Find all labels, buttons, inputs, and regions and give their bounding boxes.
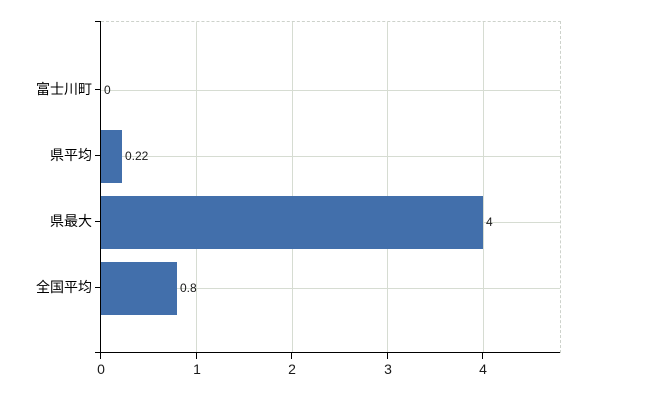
bar-value-label: 0.8: [180, 281, 197, 295]
x-gridline: [482, 22, 484, 353]
bar: [101, 129, 122, 183]
bar-value-label: 4: [486, 215, 493, 229]
x-tick-label: 0: [97, 361, 105, 377]
x-gridline: [196, 22, 197, 353]
x-tick-label: 1: [193, 361, 201, 377]
y-gridline: [101, 155, 560, 157]
y-axis-tick: [95, 155, 101, 156]
x-gridline: [387, 22, 388, 353]
y-axis-tick: [95, 287, 101, 288]
bar: [101, 261, 177, 315]
y-gridline: [101, 89, 560, 91]
y-axis-tick: [95, 21, 101, 22]
plot-area: 0 0.22 4 0.8: [101, 21, 561, 353]
x-axis-tick: [482, 353, 483, 359]
y-gridline: [101, 287, 560, 289]
bar: [101, 195, 483, 249]
y-axis-tick: [95, 221, 101, 222]
y-axis-line: [100, 21, 101, 353]
x-gridline: [291, 22, 293, 353]
x-axis-tick: [291, 353, 292, 359]
x-tick-label: 4: [479, 361, 487, 377]
x-axis-line: [95, 352, 560, 353]
x-axis-tick: [100, 353, 101, 359]
x-tick-label: 2: [288, 361, 296, 377]
bar-value-label: 0.22: [125, 149, 149, 163]
category-label: 県平均: [50, 147, 92, 163]
x-axis-tick: [196, 353, 197, 359]
y-axis-tick: [95, 89, 101, 90]
category-label: 全国平均: [36, 279, 92, 295]
x-axis-tick: [387, 353, 388, 359]
x-tick-label: 3: [384, 361, 392, 377]
bar-value-label: 0: [104, 83, 111, 97]
category-label: 県最大: [50, 213, 92, 229]
category-label: 富士川町: [36, 81, 92, 97]
